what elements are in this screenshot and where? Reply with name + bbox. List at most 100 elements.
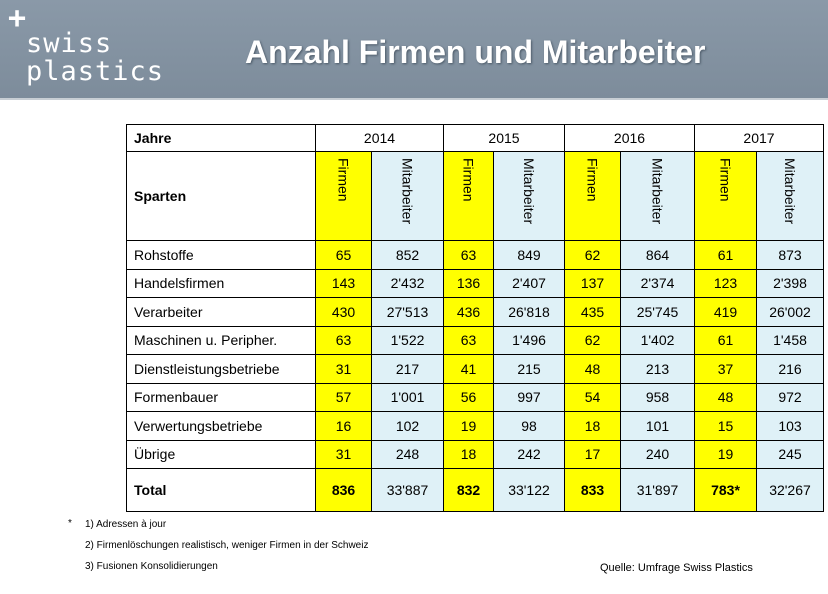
mitarbeiter-cell: 1'001 [371,382,444,412]
mitarbeiter-cell: 849 [493,240,565,270]
row-label: Maschinen u. Peripher. [126,325,316,355]
data-table: Jahre 2014 2015 2016 2017 Sparten Firmen… [126,124,824,512]
mitarbeiter-cell: 1'522 [371,325,444,355]
mitarbeiter-cell: 1'458 [756,325,824,355]
mitarbeiter-cell: 242 [493,439,565,469]
mitarbeiter-cell: 101 [620,411,695,441]
firmen-cell: 41 [443,354,494,384]
firmen-header-cell: Firmen [315,151,372,241]
mitarbeiter-cell: 864 [620,240,695,270]
table-row: Maschinen u. Peripher. 63 1'522 63 1'496 62 1'… [126,325,824,355]
mitarbeiter-header-text: Mitarbeiter [649,158,666,225]
firmen-header-cell: Firmen [564,151,621,241]
table-row: Rohstoffe 65 852 63 849 62 864 61 873 [126,240,824,270]
firmen-cell: 62 [564,325,621,355]
mitarbeiter-cell: 873 [756,240,824,270]
mitarbeiter-cell: 1'496 [493,325,565,355]
mitarbeiter-cell: 31'897 [620,468,695,512]
row-label: Handelsfirmen [126,268,316,298]
mitarbeiter-cell: 98 [493,411,565,441]
mitarbeiter-cell: 2'398 [756,268,824,298]
mitarbeiter-header-cell: Mitarbeiter [620,151,695,241]
firmen-header-text: Firmen [335,158,352,202]
table-row: Handelsfirmen 143 2'432 136 2'407 137 2'374 123… [126,268,824,298]
firmen-cell: 63 [443,240,494,270]
mitarbeiter-cell: 32'267 [756,468,824,512]
mitarbeiter-cell: 26'818 [493,297,565,327]
table-row: Dienstleistungsbetriebe 31 217 41 215 48 213 37… [126,354,824,384]
header-banner: + swiss plastics Anzahl Firmen und Mitar… [0,0,828,100]
firmen-cell: 57 [315,382,372,412]
firmen-cell: 56 [443,382,494,412]
firmen-cell: 836 [315,468,372,512]
mitarbeiter-cell: 240 [620,439,695,469]
firmen-header-cell: Firmen [694,151,757,241]
firmen-cell: 419 [694,297,757,327]
firmen-cell: 54 [564,382,621,412]
firmen-cell: 436 [443,297,494,327]
sparten-header-label: Sparten [126,151,316,241]
footnote-marker: * [68,518,72,529]
table-row: Verarbeiter 430 27'513 436 26'818 435 25'745 41… [126,297,824,327]
mitarbeiter-cell: 2'374 [620,268,695,298]
logo-plus-icon: + [8,1,27,36]
firmen-cell: 435 [564,297,621,327]
firmen-header-cell: Firmen [443,151,494,241]
firmen-cell: 61 [694,240,757,270]
year-header-cell: 2015 [443,124,565,152]
firmen-cell: 832 [443,468,494,512]
row-label: Übrige [126,439,316,469]
mitarbeiter-cell: 1'402 [620,325,695,355]
firmen-header-text: Firmen [584,158,601,202]
mitarbeiter-header-cell: Mitarbeiter [371,151,444,241]
firmen-cell: 123 [694,268,757,298]
firmen-header-text: Firmen [717,158,734,202]
firmen-cell: 62 [564,240,621,270]
firmen-cell: 136 [443,268,494,298]
mitarbeiter-header-text: Mitarbeiter [782,158,798,225]
row-label: Verarbeiter [126,297,316,327]
mitarbeiter-cell: 216 [756,354,824,384]
logo-text-plastics: plastics [26,56,165,87]
year-header-label: Jahre [126,124,316,152]
table-row: Verwertungsbetriebe 16 102 19 98 18 101 15 103 [126,411,824,441]
mitarbeiter-cell: 2'432 [371,268,444,298]
mitarbeiter-cell: 25'745 [620,297,695,327]
firmen-cell: 65 [315,240,372,270]
mitarbeiter-cell: 972 [756,382,824,412]
total-row: Total 836 33'887 832 33'122 833 31'897 783* 32'2… [126,468,824,512]
firmen-cell: 19 [694,439,757,469]
firmen-cell: 48 [564,354,621,384]
page-title: Anzahl Firmen und Mitarbeiter [245,34,706,70]
firmen-cell: 17 [564,439,621,469]
mitarbeiter-cell: 33'122 [493,468,565,512]
mitarbeiter-cell: 26'002 [756,297,824,327]
mitarbeiter-header-cell: Mitarbeiter [493,151,565,241]
firmen-cell: 63 [315,325,372,355]
firmen-cell: 61 [694,325,757,355]
mitarbeiter-cell: 245 [756,439,824,469]
footnote-item: 2) Firmenlöschungen realistisch, weniger… [85,540,369,551]
mitarbeiter-cell: 958 [620,382,695,412]
mitarbeiter-cell: 248 [371,439,444,469]
mitarbeiter-cell: 997 [493,382,565,412]
firmen-cell: 37 [694,354,757,384]
firmen-cell: 31 [315,354,372,384]
firmen-cell: 18 [564,411,621,441]
footnote-item: 1) Adressen à jour [85,519,167,530]
total-label: Total [126,468,316,512]
firmen-cell: 63 [443,325,494,355]
firmen-cell: 18 [443,439,494,469]
year-header-cell: 2017 [694,124,824,152]
firmen-cell: 15 [694,411,757,441]
row-label: Formenbauer [126,382,316,412]
firmen-header-text: Firmen [460,158,477,202]
firmen-cell: 31 [315,439,372,469]
mitarbeiter-cell: 103 [756,411,824,441]
row-label: Verwertungsbetriebe [126,411,316,441]
year-header-cell: 2016 [564,124,695,152]
firmen-cell: 430 [315,297,372,327]
column-header-row: Sparten Firmen Mitarbeiter Firmen Mitarb… [126,151,824,241]
mitarbeiter-cell: 213 [620,354,695,384]
table-row: Übrige 31 248 18 242 17 240 19 245 [126,439,824,469]
